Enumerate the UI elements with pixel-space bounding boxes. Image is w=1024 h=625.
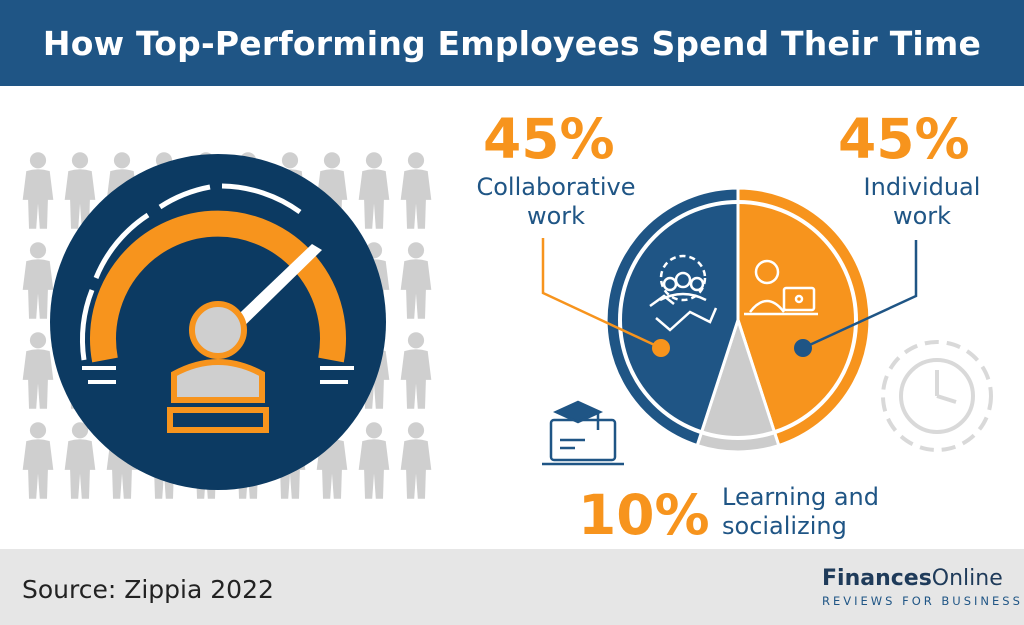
brand-name-bold: Finances xyxy=(822,566,932,591)
handshake-icon xyxy=(649,294,718,332)
graduation-laptop-icon xyxy=(542,400,624,466)
crowd-person-icon xyxy=(400,422,432,499)
crowd-person-icon xyxy=(400,152,432,229)
pie-chart xyxy=(604,186,872,454)
indiv-leader-line xyxy=(802,240,918,350)
indiv-label: Individual work xyxy=(842,173,1002,231)
brand-logo[interactable]: FinancesOnline REVIEWS FOR BUSINESS xyxy=(740,566,1020,612)
collab-label-line2: work xyxy=(526,202,586,230)
crowd-person-icon xyxy=(22,422,54,499)
collab-percent: 45% xyxy=(483,107,615,171)
brand-name-regular: Online xyxy=(931,566,1003,591)
indiv-label-line1: Individual xyxy=(863,173,981,201)
indiv-label-line2: work xyxy=(892,202,952,230)
collab-dot xyxy=(652,339,670,357)
crowd-person-icon xyxy=(400,332,432,409)
indiv-dot xyxy=(794,339,812,357)
learn-label-line2: socializing xyxy=(722,512,847,540)
crowd-person-icon xyxy=(22,242,54,319)
brand-name: FinancesOnline xyxy=(822,566,1003,591)
crowd-person-icon xyxy=(400,242,432,319)
crowd-person-icon xyxy=(358,152,390,229)
indiv-percent: 45% xyxy=(838,107,970,171)
person-laptop-icon xyxy=(744,259,818,316)
footer-bar xyxy=(0,549,1024,625)
collab-label-line1: Collaborative xyxy=(476,173,636,201)
person-icon xyxy=(167,301,269,433)
crowd-person-icon xyxy=(64,422,96,499)
page-title: How Top-Performing Employees Spend Their… xyxy=(42,23,982,63)
crowd-person-icon xyxy=(358,422,390,499)
learn-label-line1: Learning and xyxy=(722,483,879,511)
collab-leader-line xyxy=(541,238,662,350)
collab-label: Collaborative work xyxy=(466,173,646,231)
title-banner: How Top-Performing Employees Spend Their… xyxy=(0,0,1024,86)
pie-inner-ring xyxy=(618,200,858,440)
source-text: Source: Zippia 2022 xyxy=(22,575,274,604)
crowd-person-icon xyxy=(22,152,54,229)
brand-tagline: REVIEWS FOR BUSINESS xyxy=(822,594,1023,608)
learn-percent: 10% xyxy=(578,483,710,547)
pie-slice xyxy=(695,315,781,454)
learn-label: Learning and socializing xyxy=(722,483,879,541)
clock-gear-icon xyxy=(881,340,993,452)
crowd-person-icon xyxy=(22,332,54,409)
teamwork-gear-icon xyxy=(659,254,707,302)
